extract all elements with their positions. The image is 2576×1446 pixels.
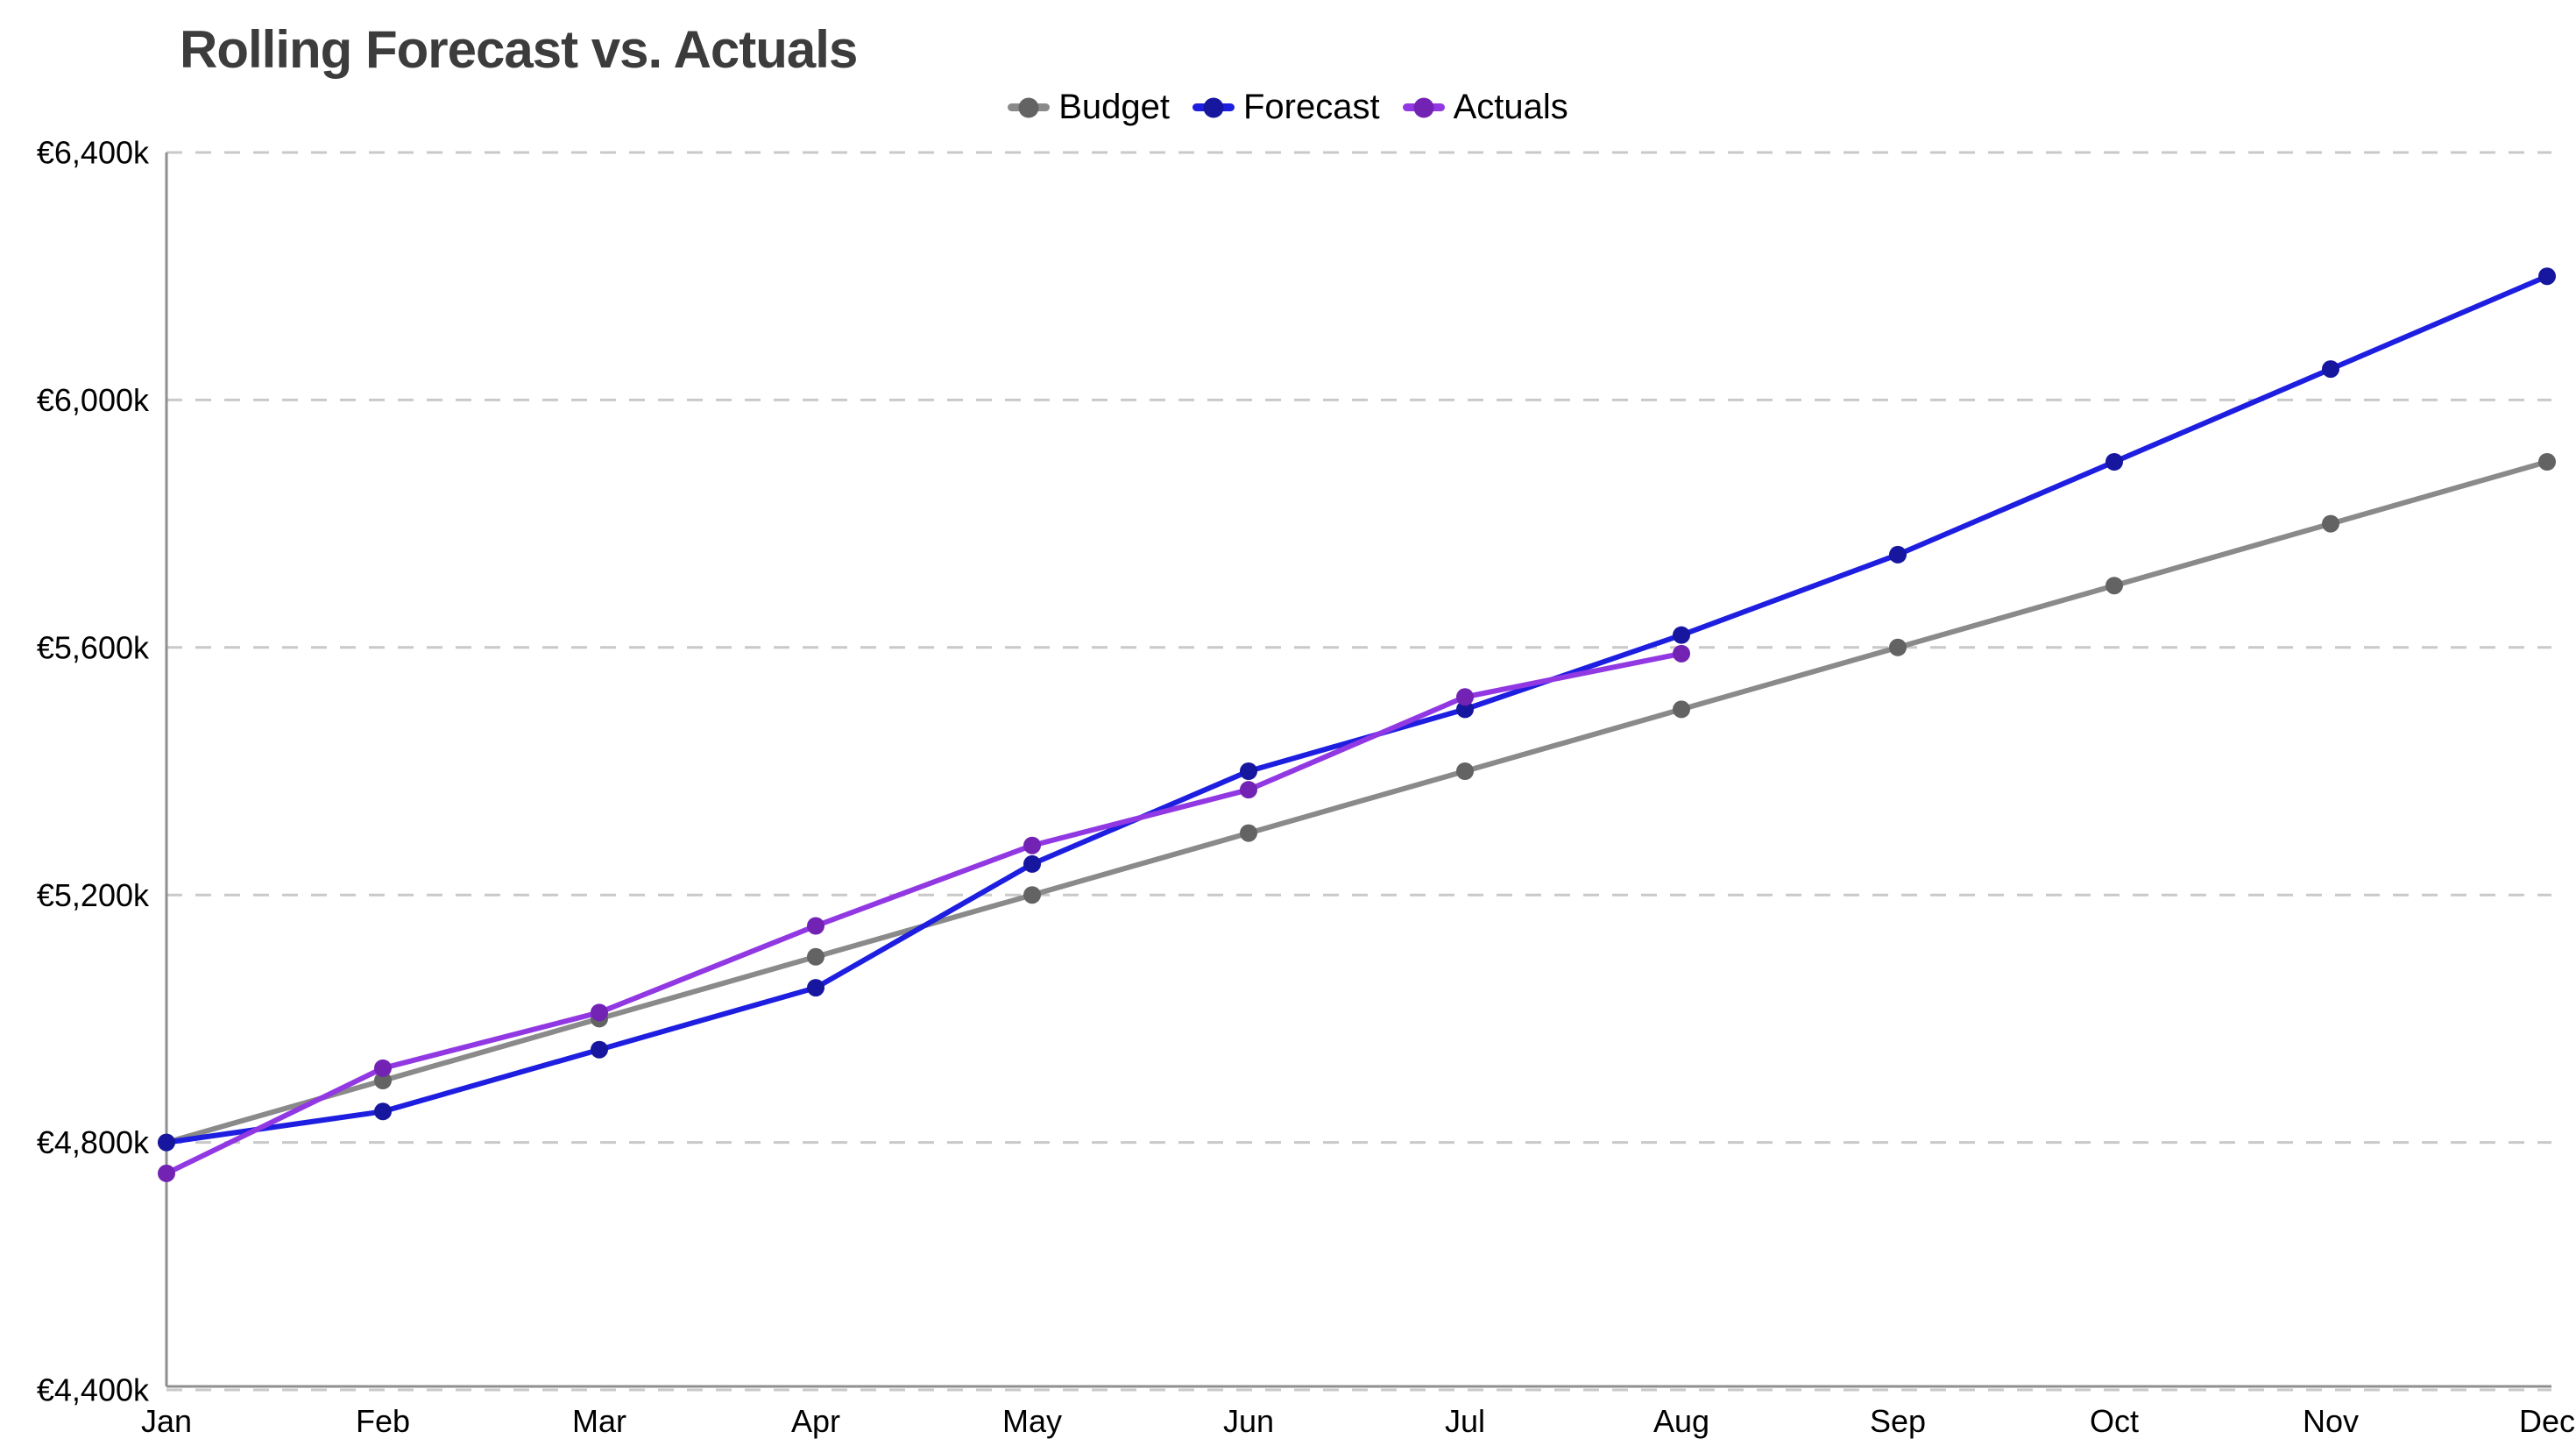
forecast-series-swatch-icon [1192, 97, 1235, 117]
forecast-data-point [1673, 626, 1690, 644]
forecast-data-point [591, 1040, 608, 1059]
x-axis-tick-label: Sep [1870, 1403, 1926, 1439]
x-axis-tick-label: Jun [1223, 1403, 1274, 1439]
y-axis-tick-label: €4,800k [37, 1124, 150, 1160]
x-axis-tick-label: Apr [791, 1403, 840, 1439]
x-axis-tick-label: Jul [1445, 1403, 1485, 1439]
legend-label-budget: Budget [1058, 88, 1170, 126]
x-axis-tick-label: Dec [2519, 1403, 2575, 1439]
budget-data-point [1673, 700, 1690, 719]
forecast-data-point [2105, 453, 2123, 471]
legend: Budget Forecast Actuals [0, 88, 2576, 127]
budget-series-swatch-icon [1008, 97, 1051, 117]
forecast-data-point [2322, 360, 2339, 379]
legend-label-actuals: Actuals [1453, 88, 1568, 126]
budget-data-point [1889, 638, 1907, 656]
budget-data-point [2105, 577, 2123, 595]
forecast-data-point [1240, 762, 1257, 780]
budget-data-point [1240, 824, 1257, 842]
y-axis-tick-label: €5,200k [37, 877, 150, 913]
actuals-data-point [374, 1059, 392, 1077]
actuals-data-point [591, 1003, 608, 1022]
budget-data-point [1456, 762, 1474, 780]
x-axis-tick-label: Feb [356, 1403, 410, 1439]
actuals-data-point [807, 917, 824, 935]
x-axis-tick-label: Jan [141, 1403, 192, 1439]
budget-data-point [1023, 886, 1041, 904]
y-axis-tick-label: €6,400k [37, 135, 150, 171]
forecast-data-point [1023, 854, 1041, 873]
chart-title: Rolling Forecast vs. Actuals [180, 20, 858, 79]
x-axis-tick-label: Nov [2303, 1403, 2359, 1439]
legend-label-forecast: Forecast [1243, 88, 1380, 126]
forecast-data-point [807, 979, 824, 997]
y-axis-tick-label: €5,600k [37, 629, 150, 665]
forecast-data-point [1889, 545, 1907, 564]
budget-data-point [807, 947, 824, 966]
y-axis-tick-label: €6,000k [37, 382, 150, 418]
x-axis-tick-label: Mar [572, 1403, 626, 1439]
actuals-data-point [158, 1164, 175, 1182]
budget-data-point [2322, 514, 2339, 533]
forecast-series-line [164, 273, 2550, 1145]
legend-item-budget[interactable]: Budget [1008, 88, 1170, 127]
forecast-data-point [158, 1133, 175, 1152]
actuals-series-line [164, 650, 1684, 1176]
y-axis-tick-label: €4,400k [37, 1372, 150, 1408]
actuals-data-point [1240, 781, 1257, 799]
x-axis-tick-label: Aug [1653, 1403, 1709, 1439]
forecast-data-point [1456, 700, 1474, 719]
actuals-data-point [1456, 688, 1474, 706]
budget-data-point [374, 1072, 392, 1089]
legend-item-forecast[interactable]: Forecast [1192, 88, 1380, 127]
forecast-data-point [2538, 267, 2556, 286]
forecast-data-point [374, 1102, 392, 1121]
x-axis-tick-label: Oct [2090, 1403, 2139, 1439]
legend-item-actuals[interactable]: Actuals [1402, 88, 1568, 127]
actuals-data-point [1673, 644, 1690, 663]
x-axis-tick-label: May [1002, 1403, 1062, 1439]
budget-data-point [2538, 453, 2556, 471]
actuals-series-swatch-icon [1402, 97, 1445, 117]
budget-series-line [164, 459, 2550, 1145]
actuals-data-point [1023, 836, 1041, 854]
